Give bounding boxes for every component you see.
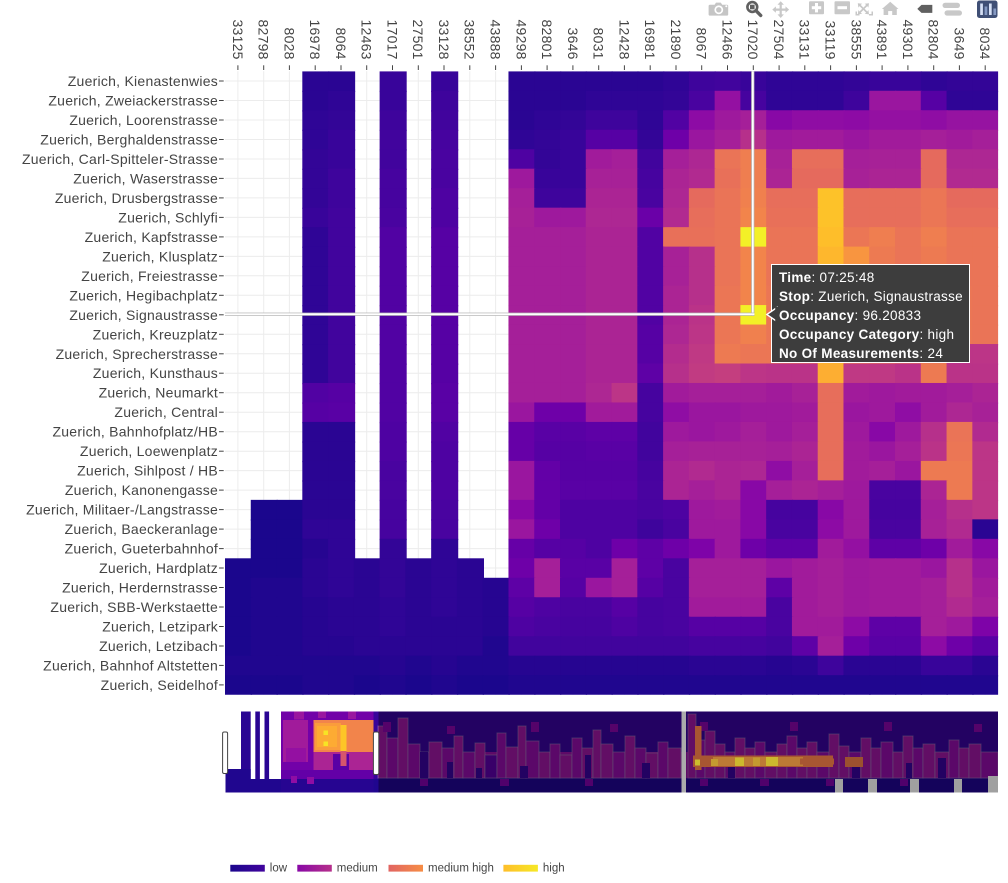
svg-text:12463: 12463: [359, 20, 375, 60]
svg-text:Zuerich, Letzipark: Zuerich, Letzipark: [102, 619, 219, 635]
svg-text:43888: 43888: [488, 20, 504, 60]
svg-text:Zuerich, Waserstrasse: Zuerich, Waserstrasse: [73, 170, 218, 186]
svg-text:8067: 8067: [694, 28, 710, 60]
svg-text:8064: 8064: [333, 28, 349, 60]
svg-text:Zuerich, Seidelhof: Zuerich, Seidelhof: [101, 677, 218, 693]
svg-text:Zuerich, Loewenplatz: Zuerich, Loewenplatz: [80, 443, 218, 459]
svg-text:Zuerich, Neumarkt: Zuerich, Neumarkt: [99, 385, 218, 401]
svg-text:Zuerich, Gueterbahnhof: Zuerich, Gueterbahnhof: [65, 541, 218, 557]
svg-text:16981: 16981: [642, 20, 658, 60]
svg-text:12428: 12428: [616, 20, 632, 60]
svg-text:33131: 33131: [797, 20, 813, 60]
svg-text:82804: 82804: [926, 20, 942, 60]
svg-text:Zuerich, Zweiackerstrasse: Zuerich, Zweiackerstrasse: [48, 93, 218, 109]
svg-text:Zuerich, Herdernstrasse: Zuerich, Herdernstrasse: [62, 580, 218, 596]
svg-text:12466: 12466: [719, 20, 735, 60]
svg-text:8028: 8028: [281, 28, 297, 60]
svg-text:Zuerich, Freiestrasse: Zuerich, Freiestrasse: [81, 268, 218, 284]
svg-text:8031: 8031: [591, 28, 607, 60]
svg-text:Zuerich, SBB-Werkstaette: Zuerich, SBB-Werkstaette: [50, 599, 218, 615]
svg-text:3646: 3646: [565, 28, 581, 60]
svg-text:Zuerich, Berghaldenstrasse: Zuerich, Berghaldenstrasse: [40, 132, 218, 148]
svg-text:medium: medium: [337, 863, 378, 875]
svg-text:Zuerich, Kapfstrasse: Zuerich, Kapfstrasse: [85, 229, 218, 245]
svg-text:Zuerich, Bahnhof Altstetten: Zuerich, Bahnhof Altstetten: [43, 657, 218, 673]
svg-text:Zuerich, Letzibach: Zuerich, Letzibach: [99, 638, 218, 654]
svg-text:33119: 33119: [823, 21, 839, 60]
svg-text:Zuerich, Hardplatz: Zuerich, Hardplatz: [99, 560, 218, 576]
svg-text:Zuerich, Bahnhofplatz/HB: Zuerich, Bahnhofplatz/HB: [52, 424, 218, 440]
svg-text:49301: 49301: [900, 20, 916, 60]
svg-text:Zuerich, Kienastenwies: Zuerich, Kienastenwies: [68, 73, 218, 89]
svg-text:medium high: medium high: [428, 863, 494, 875]
svg-text:Zuerich, Schlyfi: Zuerich, Schlyfi: [118, 209, 218, 225]
svg-text:38552: 38552: [462, 20, 478, 60]
svg-text:high: high: [543, 863, 565, 875]
svg-text:49298: 49298: [513, 20, 529, 60]
svg-text:Zuerich, Klusplatz: Zuerich, Klusplatz: [102, 248, 218, 264]
svg-text:27504: 27504: [771, 20, 787, 60]
svg-text:82801: 82801: [539, 20, 555, 60]
svg-text:8034: 8034: [977, 28, 993, 60]
svg-text:Zuerich, Kreuzplatz: Zuerich, Kreuzplatz: [93, 326, 218, 342]
svg-text:low: low: [270, 863, 288, 875]
svg-text:Zuerich, Sihlpost / HB: Zuerich, Sihlpost / HB: [77, 463, 218, 479]
svg-text:33128: 33128: [436, 20, 452, 60]
svg-text:16978: 16978: [307, 20, 323, 60]
svg-text:27501: 27501: [410, 20, 426, 60]
svg-text:82798: 82798: [256, 20, 272, 60]
svg-text:Zuerich, Loorenstrasse: Zuerich, Loorenstrasse: [69, 112, 218, 128]
svg-text:Zuerich, Kanonengasse: Zuerich, Kanonengasse: [65, 482, 218, 498]
svg-text:17017: 17017: [384, 20, 400, 60]
svg-text:21890: 21890: [668, 20, 684, 60]
svg-text:Zuerich, Sprecherstrasse: Zuerich, Sprecherstrasse: [56, 346, 218, 362]
svg-text:Zuerich, Central: Zuerich, Central: [114, 404, 218, 420]
svg-text:17020: 17020: [745, 20, 761, 60]
svg-text:Zuerich, Baeckeranlage: Zuerich, Baeckeranlage: [65, 521, 218, 537]
svg-text:Zuerich, Carl-Spitteler-Strass: Zuerich, Carl-Spitteler-Strasse: [22, 151, 218, 167]
svg-text:Zuerich, Hegibachplatz: Zuerich, Hegibachplatz: [69, 287, 218, 303]
svg-text:33125: 33125: [230, 20, 246, 60]
svg-text:Zuerich, Drusbergstrasse: Zuerich, Drusbergstrasse: [55, 190, 218, 206]
svg-text:3649: 3649: [951, 28, 967, 60]
svg-text:Zuerich, Signaustrasse: Zuerich, Signaustrasse: [69, 307, 218, 323]
svg-text:43891: 43891: [874, 20, 890, 60]
svg-text:Zuerich, Kunsthaus: Zuerich, Kunsthaus: [93, 365, 218, 381]
svg-text:38555: 38555: [848, 20, 864, 60]
svg-text:Zuerich, Militaer-/Langstrasse: Zuerich, Militaer-/Langstrasse: [26, 502, 218, 518]
